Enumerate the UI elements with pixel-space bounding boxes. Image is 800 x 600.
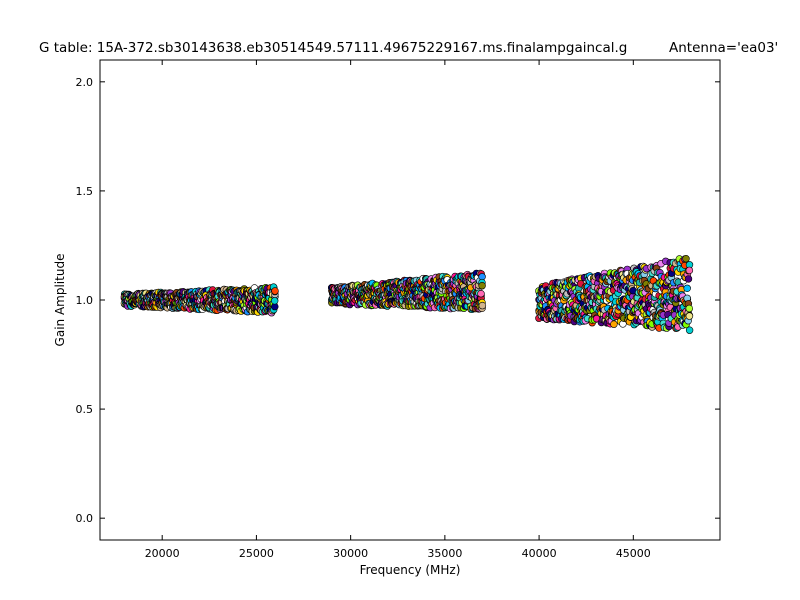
x-tick-label: 35000 [427, 547, 462, 560]
y-tick-label: 1.5 [76, 185, 94, 198]
data-point [271, 287, 279, 295]
chart-subtitle: Antenna='ea03' [669, 40, 778, 56]
data-point [685, 312, 694, 320]
y-tick-label: 0.5 [76, 403, 94, 416]
data-point [477, 290, 485, 298]
x-axis-ticks: 20000 25000 30000 35000 40000 45000 [145, 60, 651, 560]
y-axis-label: Gain Amplitude [53, 254, 67, 347]
y-tick-label: 0.0 [76, 512, 94, 525]
chart-title: G table: 15A-372.sb30143638.eb30514549.5… [39, 40, 627, 56]
y-tick-label: 2.0 [76, 76, 94, 89]
x-axis-label: Frequency (MHz) [360, 563, 461, 577]
data-point [685, 326, 694, 334]
data-point [478, 282, 486, 290]
x-tick-label: 45000 [616, 547, 651, 560]
y-tick-label: 1.0 [76, 294, 94, 307]
y-axis-ticks: 0.0 0.5 1.0 1.5 2.0 [76, 76, 720, 525]
data-point [271, 297, 279, 305]
x-tick-label: 20000 [145, 547, 180, 560]
data-points [120, 255, 694, 334]
data-point [610, 320, 618, 328]
data-point [478, 301, 487, 310]
data-point [685, 266, 694, 275]
data-point [685, 304, 693, 313]
x-tick-label: 30000 [333, 547, 368, 560]
data-point [682, 255, 690, 263]
x-tick-label: 40000 [522, 547, 557, 560]
data-point [683, 284, 691, 292]
x-tick-label: 25000 [239, 547, 274, 560]
data-point [684, 275, 693, 283]
